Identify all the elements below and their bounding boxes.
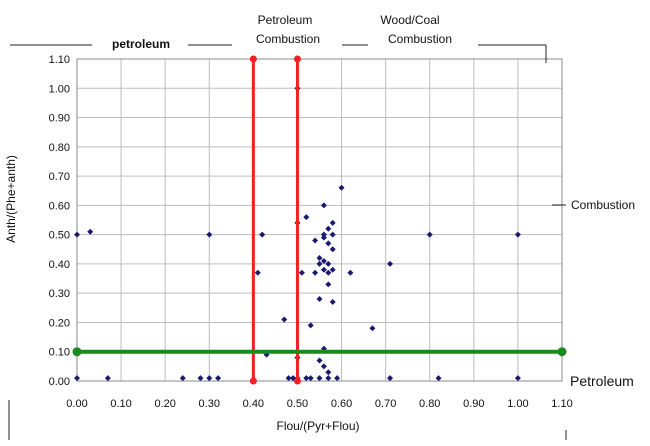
data-point — [87, 228, 94, 235]
label-wood-coal-line1: Wood/Coal — [380, 13, 439, 27]
data-point — [303, 375, 310, 382]
label-wood-coal-line2: Combustion — [388, 32, 452, 46]
data-point — [325, 240, 332, 247]
label-petroleum-combustion-line1: Petroleum — [258, 13, 313, 27]
y-axis: 0.00 0.10 0.20 0.30 0.40 0.50 0.60 0.70 0.80 0.90… — [49, 54, 70, 388]
y-tick-label: 0.60 — [49, 200, 70, 212]
data-point — [74, 375, 80, 382]
y-tick-label: 0.90 — [49, 113, 70, 125]
data-point — [307, 322, 314, 329]
data-point — [104, 375, 111, 382]
data-point — [312, 237, 319, 244]
data-point — [316, 260, 323, 267]
data-point — [387, 375, 394, 382]
data-point — [285, 375, 292, 382]
data-point — [281, 316, 288, 323]
data-point — [325, 260, 332, 267]
data-point — [320, 363, 327, 370]
threshold-endpoint — [557, 347, 567, 357]
data-point — [316, 296, 323, 303]
x-tick-label: 1.00 — [507, 398, 528, 410]
data-point — [329, 266, 336, 273]
data-point — [514, 375, 521, 382]
data-point — [325, 369, 332, 376]
data-point — [206, 231, 213, 238]
y-tick-label: 0.10 — [49, 347, 70, 359]
plot-area — [76, 58, 563, 382]
data-point — [325, 281, 332, 288]
data-point — [320, 202, 327, 209]
data-point — [334, 375, 341, 382]
data-point — [329, 246, 336, 253]
threshold-endpoint — [72, 347, 82, 357]
label-petroleum: petroleum — [112, 37, 170, 51]
y-tick-label: 1.10 — [49, 54, 70, 66]
y-tick-label: 0.30 — [49, 288, 70, 300]
x-tick-label: 0.10 — [110, 398, 131, 410]
data-point — [325, 269, 332, 276]
data-point — [426, 231, 433, 238]
data-point — [387, 260, 394, 267]
label-petroleum-combustion-line2: Combustion — [256, 32, 320, 46]
data-point — [316, 357, 323, 364]
threshold-endpoint — [249, 377, 257, 385]
data-point — [316, 255, 323, 262]
x-tick-label: 0.50 — [287, 398, 308, 410]
data-point — [179, 375, 186, 382]
data-point — [325, 225, 332, 232]
data-point — [254, 269, 261, 276]
label-combustion: Combustion — [571, 198, 635, 212]
y-tick-label: 0.50 — [49, 230, 70, 242]
x-tick-label: 0.60 — [331, 398, 352, 410]
y-axis-title: Anth/(Phe+anth) — [4, 155, 18, 243]
data-point — [307, 375, 314, 382]
x-tick-label: 0.30 — [199, 398, 220, 410]
data-point — [259, 231, 266, 238]
data-point — [197, 375, 204, 382]
label-petroleum-side: Petroleum — [570, 373, 634, 389]
data-point — [316, 375, 323, 382]
data-point — [329, 219, 336, 226]
y-tick-label: 0.70 — [49, 171, 70, 183]
data-point — [320, 257, 327, 264]
grid — [76, 58, 563, 382]
data-point — [303, 214, 310, 221]
x-axis-title: Flou/(Pyr+Flou) — [276, 419, 359, 433]
x-tick-label: 0.20 — [154, 398, 175, 410]
x-tick-label: 0.40 — [243, 398, 264, 410]
x-tick-label: 0.80 — [419, 398, 440, 410]
x-tick-label: 0.90 — [463, 398, 484, 410]
data-point — [325, 375, 332, 382]
data-point — [329, 231, 336, 238]
data-points — [74, 85, 521, 382]
threshold-lines — [72, 55, 567, 385]
threshold-endpoint — [293, 55, 301, 63]
threshold-endpoint — [293, 377, 301, 385]
data-point — [298, 269, 305, 276]
y-tick-label: 0.00 — [49, 376, 70, 388]
y-tick-label: 0.80 — [49, 142, 70, 154]
data-point — [435, 375, 442, 382]
data-point — [338, 184, 345, 191]
data-point — [74, 231, 80, 238]
data-point — [312, 269, 319, 276]
y-tick-label: 1.00 — [49, 83, 70, 95]
threshold-endpoint — [249, 55, 257, 63]
y-tick-label: 0.40 — [49, 259, 70, 271]
data-point — [347, 269, 354, 276]
data-point — [329, 298, 336, 305]
data-point — [369, 325, 376, 332]
y-tick-label: 0.20 — [49, 317, 70, 329]
x-tick-label: 1.10 — [551, 398, 572, 410]
data-point — [320, 234, 327, 241]
x-tick-label: 0.00 — [66, 398, 87, 410]
data-point — [320, 266, 327, 273]
data-point — [514, 231, 521, 238]
x-tick-label: 0.70 — [375, 398, 396, 410]
x-axis: 0.00 0.10 0.20 0.30 0.40 0.50 0.60 0.70 0.80 0.90… — [66, 398, 572, 410]
region-brackets — [8, 44, 567, 440]
data-point — [206, 375, 213, 382]
data-point — [215, 375, 222, 382]
